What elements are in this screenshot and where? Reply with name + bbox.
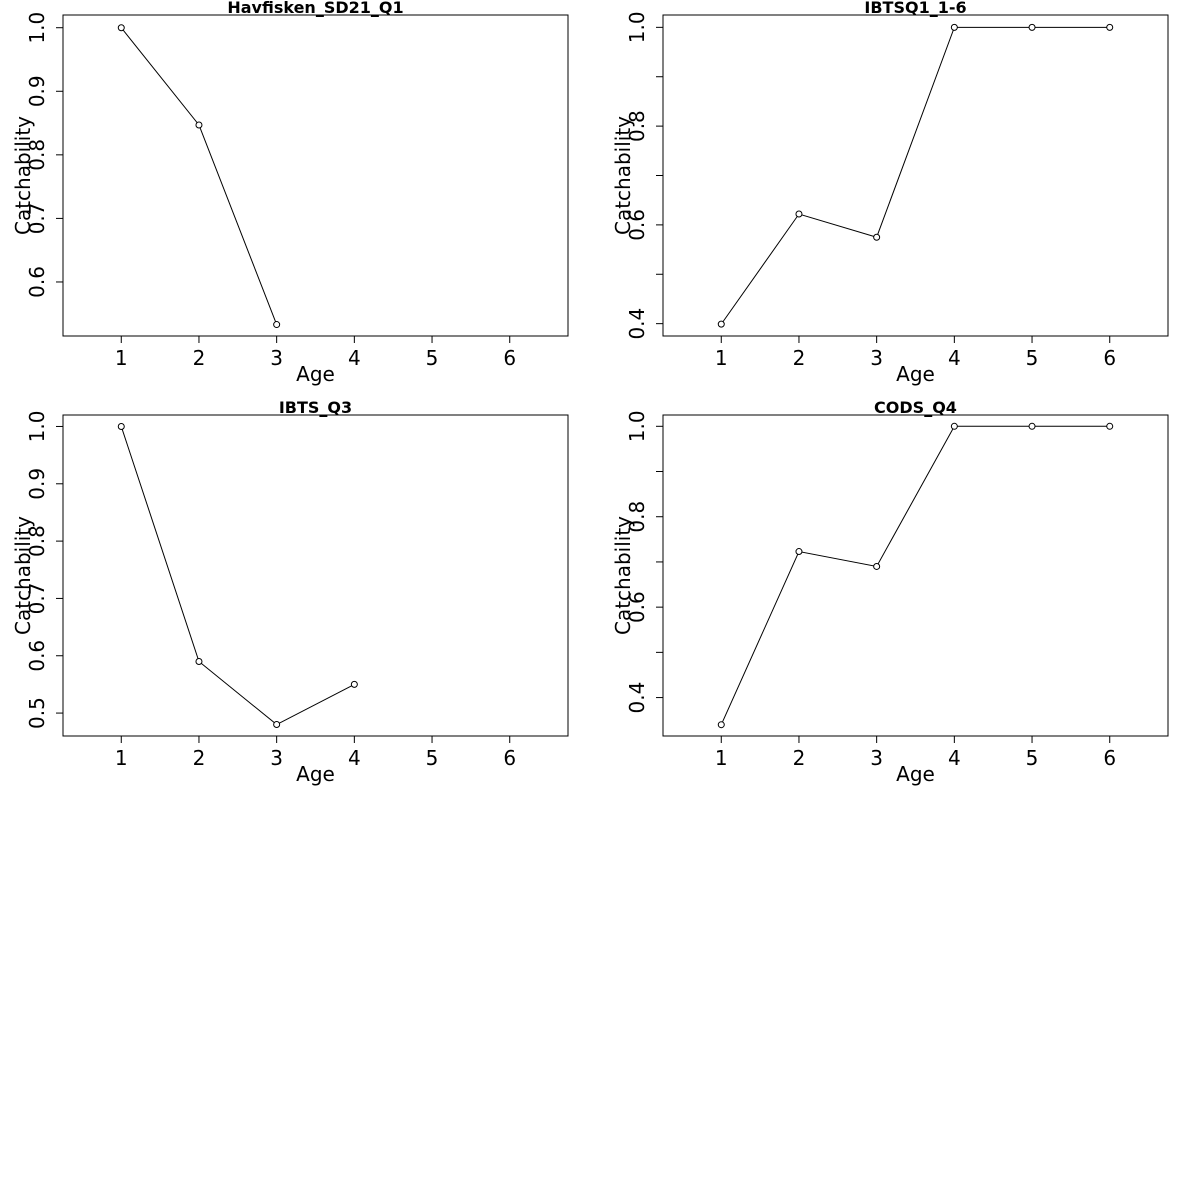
y-axis-label: Catchability xyxy=(11,516,35,635)
x-tick-label: 6 xyxy=(1103,746,1116,770)
x-tick-label: 5 xyxy=(1026,746,1039,770)
x-tick-label: 4 xyxy=(348,746,361,770)
x-tick-label: 1 xyxy=(115,346,128,370)
y-tick-label: 0.7 xyxy=(25,202,49,234)
x-tick-label: 1 xyxy=(715,346,728,370)
y-tick-label: 0.5 xyxy=(25,697,49,729)
chart-panel-4: CODS_Q4 1 2 3 4 5 6 0.4 0.6 0.8 1.0 Age Catchability xyxy=(611,398,1169,786)
data-point xyxy=(117,422,125,430)
data-point xyxy=(950,23,958,31)
x-tick-label: 5 xyxy=(426,746,439,770)
data-point xyxy=(195,121,203,129)
y-tick-label: 1.0 xyxy=(25,411,49,443)
y-axis-label: Catchability xyxy=(611,516,635,635)
y-tick-label: 1.0 xyxy=(25,12,49,44)
x-tick-label: 3 xyxy=(870,346,883,370)
y-tick-label: 1.0 xyxy=(625,410,649,442)
series-line xyxy=(120,27,278,325)
chart-title: IBTS_Q3 xyxy=(279,398,352,417)
x-axis-label: Age xyxy=(296,362,335,386)
data-point xyxy=(1106,23,1114,31)
data-point xyxy=(273,321,281,329)
x-tick-label: 1 xyxy=(715,746,728,770)
chart-title: IBTSQ1_1-6 xyxy=(864,0,966,17)
x-tick-label: 2 xyxy=(793,346,806,370)
plot-frame xyxy=(62,14,569,337)
x-tick-label: 1 xyxy=(115,746,128,770)
data-point xyxy=(1028,23,1036,31)
x-tick-label: 4 xyxy=(948,746,961,770)
x-tick-label: 3 xyxy=(870,746,883,770)
plot-frame xyxy=(662,414,1169,737)
x-axis-label: Age xyxy=(896,762,935,786)
y-axis-label: Catchability xyxy=(611,116,635,235)
x-tick-label: 4 xyxy=(948,346,961,370)
y-tick-label: 0.8 xyxy=(625,110,649,142)
y-tick-label: 0.7 xyxy=(25,583,49,615)
y-tick-label: 0.4 xyxy=(625,308,649,340)
y-tick-label: 0.8 xyxy=(625,501,649,533)
plot-frame xyxy=(662,14,1169,337)
x-axis-label: Age xyxy=(896,362,935,386)
chart-title: Havfisken_SD21_Q1 xyxy=(227,0,403,17)
y-tick-label: 0.6 xyxy=(25,640,49,672)
x-tick-label: 6 xyxy=(503,346,516,370)
y-tick-label: 0.9 xyxy=(25,75,49,107)
chart-panel-1: Havfisken_SD21_Q1 1 2 3 4 5 6 0.6 0.7 0.8 0.9 1.0 Ag… xyxy=(11,0,569,386)
data-point xyxy=(717,721,725,729)
x-tick-label: 3 xyxy=(270,346,283,370)
y-tick-label: 0.6 xyxy=(625,209,649,241)
data-point xyxy=(273,721,281,729)
data-point xyxy=(195,657,203,665)
x-tick-label: 5 xyxy=(1026,346,1039,370)
data-point xyxy=(795,210,803,218)
series-line xyxy=(120,426,355,726)
x-tick-label: 4 xyxy=(348,346,361,370)
data-point xyxy=(795,548,803,556)
series-line xyxy=(720,26,1110,325)
y-tick-label: 0.8 xyxy=(25,525,49,557)
chart-panel-3: IBTS_Q3 1 2 3 4 5 6 0.5 0.6 0.7 0.8 0.9 1.0 Age Catcha… xyxy=(11,398,569,786)
x-tick-label: 3 xyxy=(270,746,283,770)
data-point xyxy=(873,562,881,570)
data-point xyxy=(1106,422,1114,430)
y-tick-label: 0.9 xyxy=(25,468,49,500)
y-tick-label: 0.4 xyxy=(625,682,649,714)
x-tick-label: 6 xyxy=(503,746,516,770)
data-point xyxy=(950,422,958,430)
data-point xyxy=(717,320,725,328)
chart-title: CODS_Q4 xyxy=(874,398,957,417)
x-tick-label: 6 xyxy=(1103,346,1116,370)
y-tick-label: 0.6 xyxy=(25,266,49,298)
series-line xyxy=(720,425,1110,725)
data-point xyxy=(350,680,358,688)
y-tick-label: 0.6 xyxy=(625,591,649,623)
x-axis-label: Age xyxy=(296,762,335,786)
data-point xyxy=(117,24,125,32)
y-tick-label: 1.0 xyxy=(625,11,649,43)
chart-panel-2: IBTSQ1_1-6 1 2 3 4 5 6 0.4 0.6 0.8 1.0 Age Catchabil… xyxy=(611,0,1169,386)
plot-frame xyxy=(62,414,569,737)
x-tick-label: 2 xyxy=(193,746,206,770)
data-point xyxy=(873,233,881,241)
y-axis-label: Catchability xyxy=(11,116,35,235)
x-tick-label: 2 xyxy=(793,746,806,770)
x-tick-label: 2 xyxy=(193,346,206,370)
y-tick-label: 0.8 xyxy=(25,139,49,171)
data-point xyxy=(1028,422,1036,430)
x-tick-label: 5 xyxy=(426,346,439,370)
